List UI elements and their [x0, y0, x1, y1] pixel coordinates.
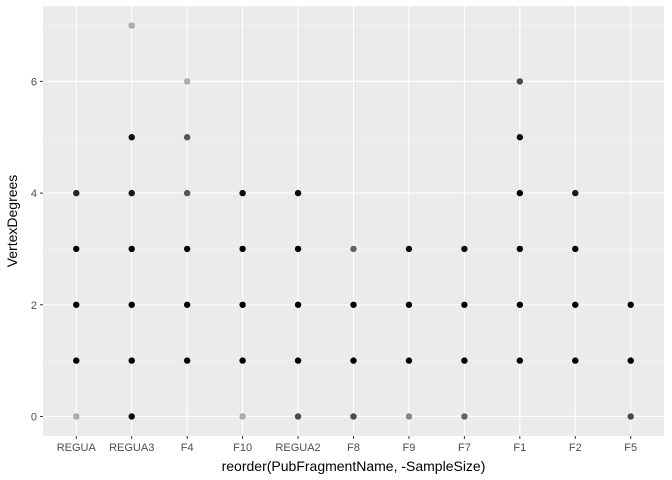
y-tick-label: 6: [31, 76, 37, 88]
data-point: [572, 189, 579, 197]
data-point: [73, 189, 80, 197]
x-tick-label: F1: [513, 442, 526, 454]
data-point: [516, 357, 524, 364]
x-tick-label: REGUA2: [275, 442, 320, 454]
data-point: [239, 189, 246, 197]
data-point: [516, 78, 524, 85]
x-tick-label: F4: [181, 442, 194, 454]
data-point: [128, 134, 135, 141]
data-point: [239, 357, 246, 364]
data-point: [405, 301, 413, 308]
data-point: [183, 189, 191, 197]
data-points: [73, 22, 634, 420]
y-axis: 0 2 4 6: [31, 76, 43, 423]
data-point: [73, 301, 80, 308]
data-point: [516, 301, 524, 308]
data-point: [73, 413, 80, 420]
data-point: [627, 357, 634, 364]
data-point: [128, 357, 135, 364]
x-tick-label: F9: [403, 442, 416, 454]
data-point: [627, 301, 634, 308]
data-point: [350, 245, 357, 253]
x-tick-label: F5: [624, 442, 637, 454]
data-point: [183, 301, 191, 308]
data-point: [294, 413, 302, 420]
data-point: [183, 245, 191, 253]
data-point: [405, 357, 413, 364]
x-tick-label: REGUA: [57, 442, 97, 454]
data-point: [73, 357, 80, 364]
data-point: [128, 22, 135, 29]
data-point: [239, 301, 246, 308]
y-tick-label: 4: [31, 188, 37, 200]
data-point: [572, 357, 579, 364]
data-point: [516, 189, 524, 197]
data-point: [350, 413, 357, 420]
x-tick-label: F8: [347, 442, 360, 454]
x-tick-label: F10: [233, 442, 252, 454]
y-tick-label: 0: [31, 411, 37, 423]
data-point: [294, 189, 302, 197]
data-point: [183, 134, 191, 141]
data-point: [461, 413, 468, 420]
data-point: [239, 245, 246, 253]
data-point: [294, 357, 302, 364]
data-point: [405, 245, 413, 253]
data-point: [350, 357, 357, 364]
data-point: [128, 189, 135, 197]
data-point: [294, 301, 302, 308]
data-point: [239, 413, 246, 420]
y-axis-title: VertexDegrees: [4, 175, 20, 268]
data-point: [572, 245, 579, 253]
data-point: [183, 78, 191, 85]
data-point: [294, 245, 302, 253]
data-point: [572, 301, 579, 308]
y-tick-label: 2: [31, 300, 37, 312]
data-point: [516, 134, 524, 141]
data-point: [128, 245, 135, 253]
data-point: [405, 413, 413, 420]
data-point: [461, 357, 468, 364]
data-point: [73, 245, 80, 253]
data-point: [627, 413, 634, 420]
data-point: [461, 301, 468, 308]
data-point: [516, 245, 524, 253]
data-point: [350, 301, 357, 308]
data-point: [461, 245, 468, 253]
x-tick-label: REGUA3: [109, 442, 154, 454]
x-tick-label: F7: [458, 442, 471, 454]
data-point: [183, 357, 191, 364]
data-point: [128, 413, 135, 420]
data-point: [128, 301, 135, 308]
major-gridlines: [43, 6, 664, 436]
x-axis-title: reorder(PubFragmentName, -SampleSize): [222, 458, 486, 474]
x-axis: REGUA REGUA3 F4 F10 REGUA2 F8 F9 F7 F1 F2 F5: [57, 436, 637, 454]
x-tick-label: F2: [569, 442, 582, 454]
